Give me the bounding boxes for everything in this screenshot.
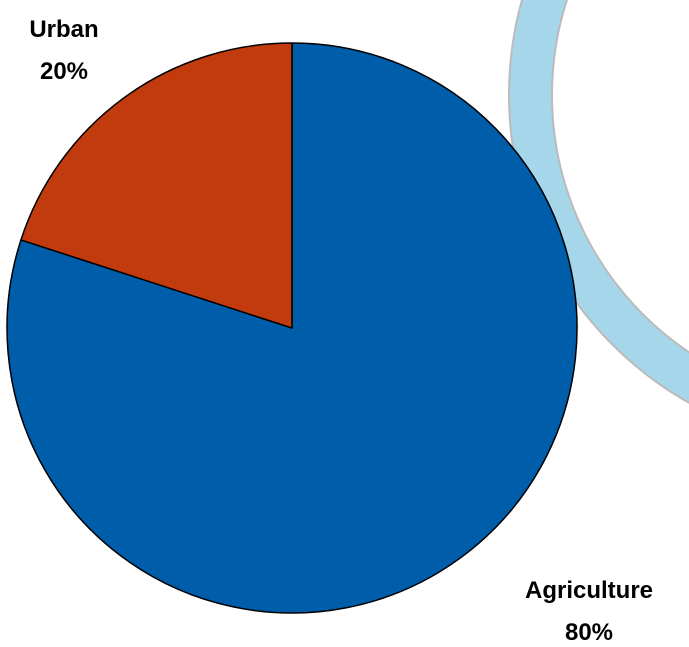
pie-slice-urban [20, 42, 293, 329]
decorative-ring [508, 0, 689, 404]
label-agriculture: Agriculture 80% [525, 577, 653, 646]
label-urban: Urban 20% [29, 16, 98, 85]
label-agriculture-value: 80% [565, 619, 613, 646]
ring-inner-fill [551, 0, 689, 354]
label-urban-name: Urban [29, 16, 98, 43]
label-urban-value: 20% [40, 58, 88, 85]
label-agriculture-name: Agriculture [525, 577, 653, 604]
pie-slices [6, 42, 578, 614]
